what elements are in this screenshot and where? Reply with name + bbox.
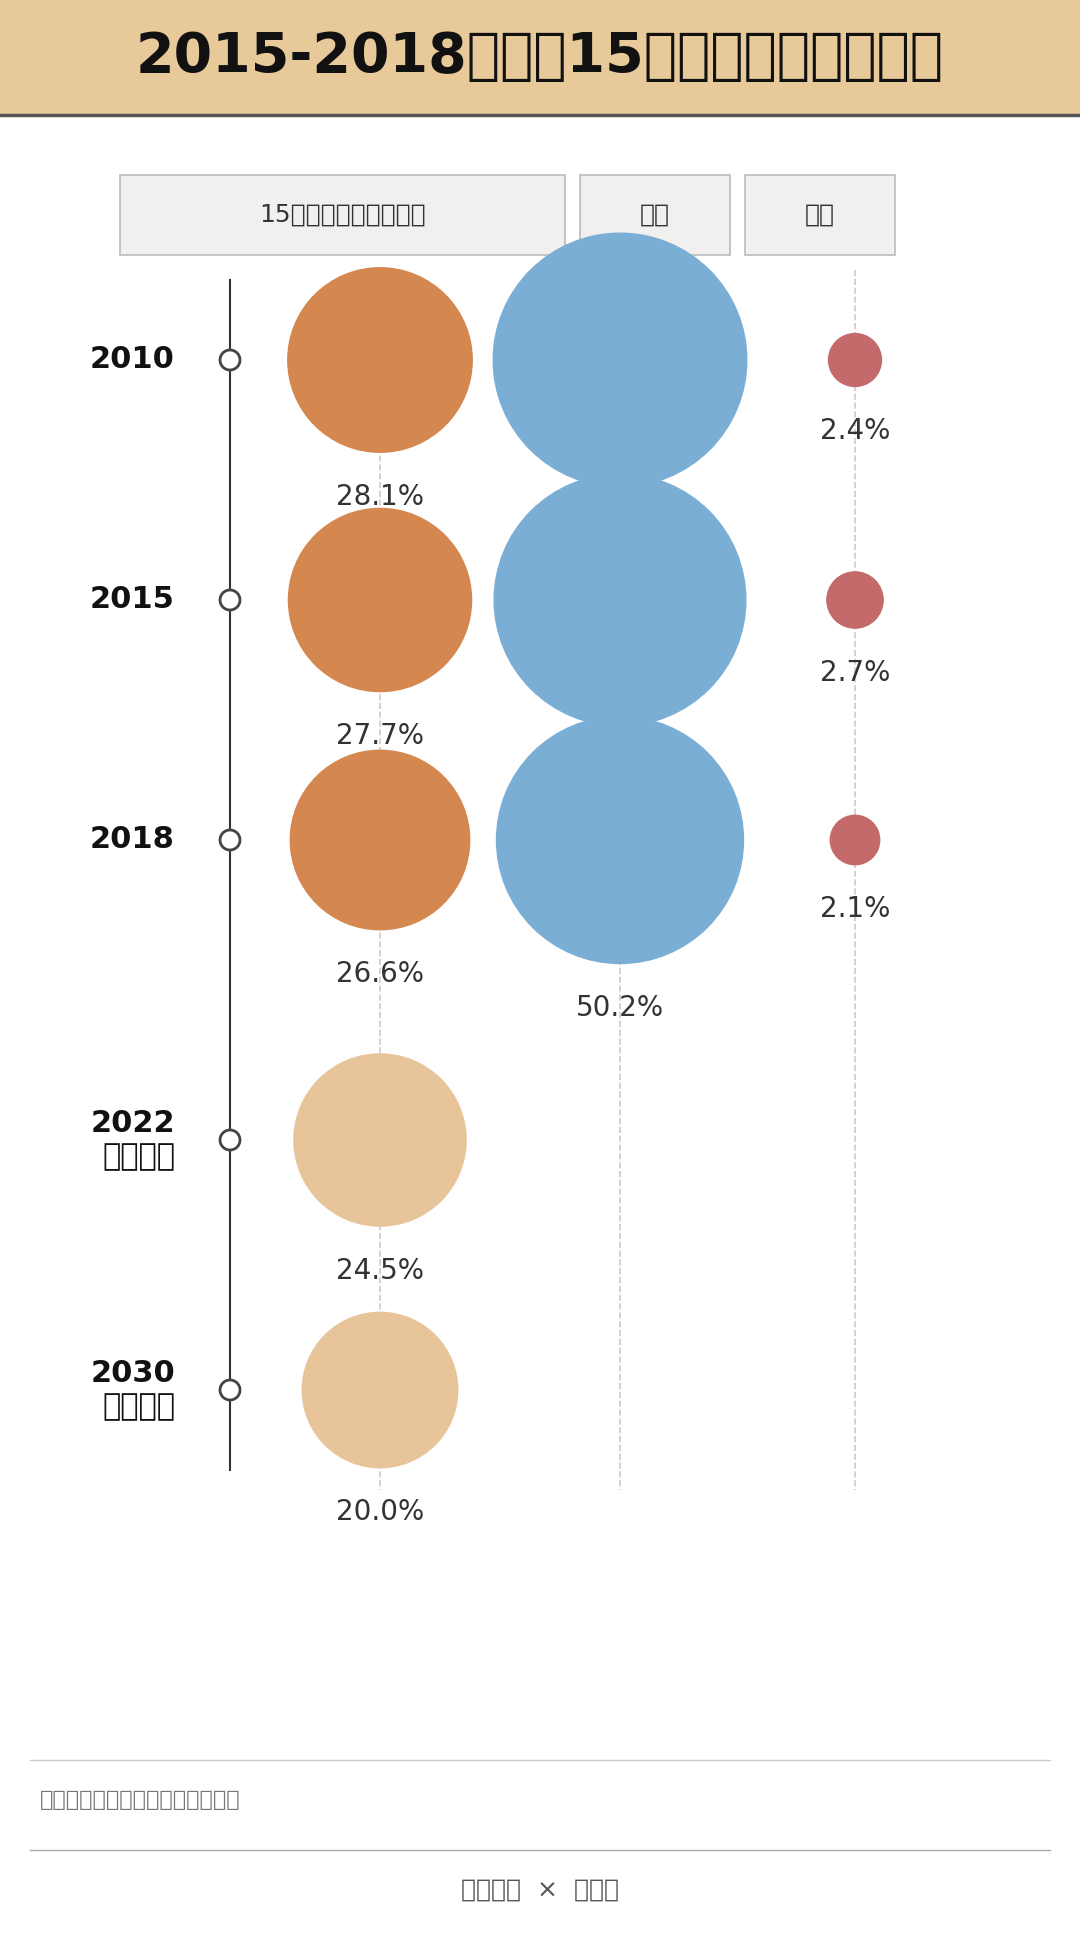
- Text: 20.0%: 20.0%: [336, 1498, 424, 1527]
- Text: 2.7%: 2.7%: [820, 659, 890, 686]
- Bar: [120, 175, 565, 255]
- Text: 2.1%: 2.1%: [820, 896, 890, 923]
- Bar: [0, 0, 1080, 115]
- Ellipse shape: [294, 1053, 467, 1226]
- Circle shape: [220, 1131, 240, 1150]
- Circle shape: [220, 1380, 240, 1401]
- Text: 50.2%: 50.2%: [576, 995, 664, 1022]
- Ellipse shape: [494, 474, 746, 727]
- Text: 15岁及以上人群吸烟率: 15岁及以上人群吸烟率: [259, 202, 426, 227]
- Ellipse shape: [287, 266, 473, 453]
- Text: 2.4%: 2.4%: [820, 418, 890, 445]
- Ellipse shape: [829, 814, 880, 865]
- Text: 界面新闻  ×  数据战: 界面新闻 × 数据战: [461, 1879, 619, 1902]
- Ellipse shape: [496, 715, 744, 964]
- Ellipse shape: [289, 750, 471, 931]
- Text: 2015-2018年中国15岁及以上人群吸烟率: 2015-2018年中国15岁及以上人群吸烟率: [136, 31, 944, 84]
- Text: 24.5%: 24.5%: [336, 1257, 424, 1284]
- Text: 52.1%: 52.1%: [576, 756, 664, 785]
- Text: 2010: 2010: [90, 346, 175, 375]
- Circle shape: [220, 830, 240, 849]
- Text: 26.6%: 26.6%: [336, 960, 424, 989]
- Text: 2018: 2018: [90, 826, 175, 855]
- Bar: [745, 175, 895, 255]
- Ellipse shape: [826, 571, 883, 630]
- Text: 女性: 女性: [805, 202, 835, 227]
- Text: 28.1%: 28.1%: [336, 484, 424, 511]
- Ellipse shape: [287, 507, 472, 692]
- Ellipse shape: [492, 233, 747, 488]
- Circle shape: [220, 350, 240, 369]
- Text: 2015: 2015: [90, 585, 175, 614]
- Text: 男性: 男性: [640, 202, 670, 227]
- Text: 27.7%: 27.7%: [336, 723, 424, 750]
- Text: 2030
（目标）: 2030 （目标）: [91, 1358, 175, 1420]
- Ellipse shape: [301, 1312, 458, 1469]
- Circle shape: [220, 591, 240, 610]
- Text: 数据来源：中国疾病预防控制中心: 数据来源：中国疾病预防控制中心: [40, 1790, 241, 1811]
- Bar: [580, 175, 730, 255]
- Text: 2022
（目标）: 2022 （目标）: [91, 1109, 175, 1172]
- Ellipse shape: [828, 332, 882, 387]
- Text: 52.9%: 52.9%: [576, 517, 664, 546]
